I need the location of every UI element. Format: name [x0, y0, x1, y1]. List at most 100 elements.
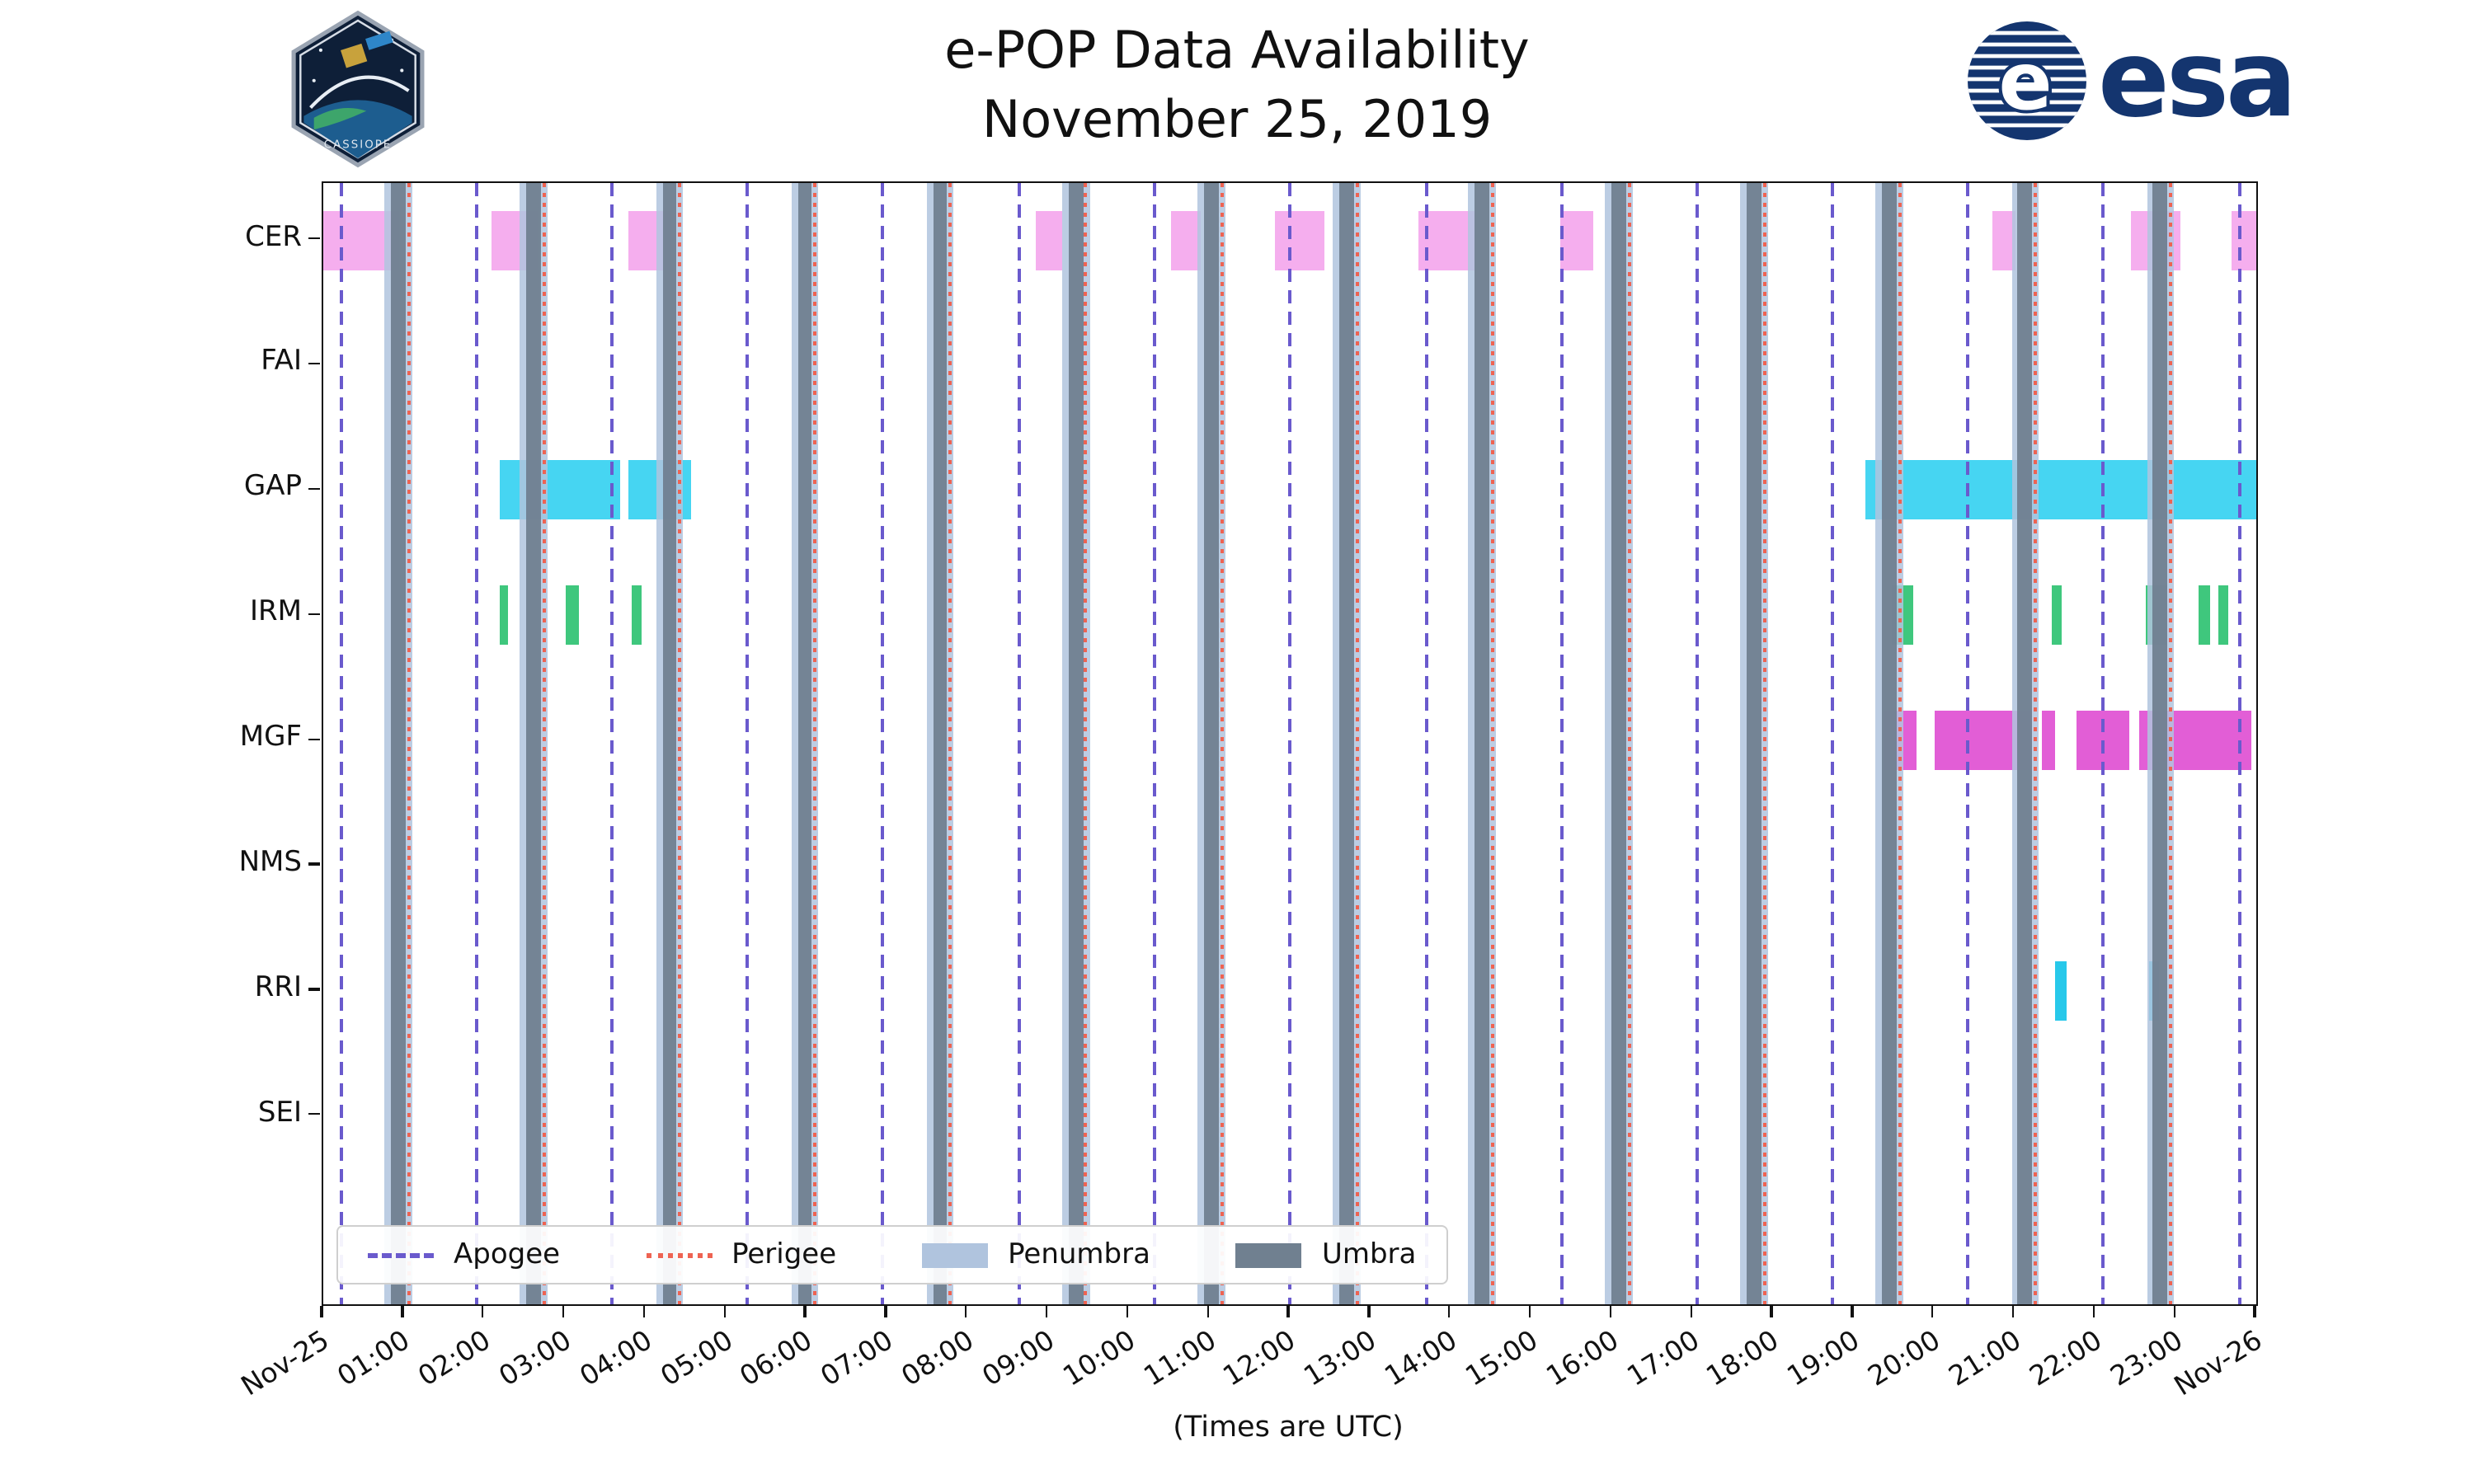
x-tick — [1206, 1305, 1209, 1317]
availability-bar-gap — [1865, 460, 2256, 520]
x-tick — [965, 1305, 967, 1317]
x-tick — [723, 1305, 726, 1317]
y-tick — [308, 1113, 320, 1115]
availability-bar-cer — [1275, 210, 1324, 270]
x-tick — [1448, 1305, 1451, 1317]
row-label-nms: NMS — [238, 846, 302, 879]
x-tick — [642, 1305, 646, 1317]
perigee-line — [813, 183, 817, 1304]
cassiope-patch-text: CASSIOPE — [324, 139, 393, 152]
perigee-line — [1898, 183, 1902, 1304]
cassiope-mission-patch: CASSIOPE — [290, 8, 426, 170]
x-tick — [1609, 1305, 1612, 1317]
perigee-line — [1356, 183, 1360, 1304]
esa-globe-icon: e — [1968, 21, 2086, 140]
availability-bar-gap — [499, 460, 620, 520]
x-tick-label: 07:00 — [816, 1324, 899, 1392]
x-tick-label: 10:00 — [1057, 1324, 1141, 1392]
perigee-line — [2169, 183, 2173, 1304]
perigee-line — [407, 183, 411, 1304]
y-tick — [308, 862, 320, 866]
availability-bar-cer — [1560, 210, 1593, 270]
umbra-band — [2017, 183, 2033, 1304]
perigee-line — [1084, 183, 1088, 1304]
x-tick — [562, 1305, 565, 1317]
x-tick-label: 16:00 — [1540, 1324, 1624, 1392]
availability-bar-mgf — [2042, 711, 2055, 771]
availability-bar-cer — [1418, 210, 1475, 270]
x-tick-label: 11:00 — [1137, 1324, 1221, 1392]
plot-area: Apogee Perigee Penumbra Umbra — [322, 181, 2258, 1306]
perigee-line — [1220, 183, 1224, 1304]
orbit-swoosh-icon — [309, 75, 410, 109]
x-tick-label: 06:00 — [735, 1324, 819, 1392]
x-tick-label: 19:00 — [1782, 1324, 1865, 1392]
y-tick — [308, 487, 320, 490]
x-axis-label: (Times are UTC) — [1173, 1411, 1404, 1444]
chart-subtitle: November 25, 2019 — [981, 91, 1493, 150]
x-tick-label: Nov-25 — [236, 1324, 336, 1402]
penumbra-swatch-icon — [922, 1242, 989, 1267]
y-tick — [308, 237, 320, 240]
apogee-line — [2237, 183, 2241, 1304]
perigee-line — [1762, 183, 1766, 1304]
apogee-line — [1966, 183, 1970, 1304]
umbra-band — [1069, 183, 1084, 1304]
apogee-line — [1695, 183, 1699, 1304]
legend-item-perigee: Perigee — [646, 1238, 836, 1271]
availability-bar-cer — [2232, 210, 2256, 270]
x-tick — [884, 1305, 887, 1317]
umbra-swatch-icon — [1235, 1242, 1302, 1267]
apogee-line — [881, 183, 885, 1304]
apogee-line — [1424, 183, 1428, 1304]
availability-bar-cer — [1171, 210, 1202, 270]
satellite-icon — [340, 31, 393, 68]
apogee-line — [339, 183, 343, 1304]
x-tick-label: 09:00 — [976, 1324, 1061, 1392]
apogee-line — [474, 183, 478, 1304]
umbra-band — [933, 183, 948, 1304]
availability-bar-irm — [2051, 585, 2062, 646]
x-tick — [2092, 1305, 2095, 1317]
umbra-band — [1746, 183, 1761, 1304]
esa-wordmark: esa — [2098, 20, 2297, 142]
x-tick — [2011, 1305, 2015, 1317]
perigee-line — [1627, 183, 1631, 1304]
apogee-line — [1017, 183, 1021, 1304]
x-tick — [1690, 1305, 1692, 1317]
umbra-band — [391, 183, 406, 1304]
apogee-line — [610, 183, 614, 1304]
row-label-fai: FAI — [261, 345, 302, 378]
apogee-line — [2101, 183, 2105, 1304]
legend-item-umbra: Umbra — [1235, 1238, 1417, 1271]
legend-label: Apogee — [454, 1238, 561, 1271]
umbra-band — [1611, 183, 1626, 1304]
legend-label: Penumbra — [1008, 1238, 1150, 1271]
x-tick-label: 20:00 — [1862, 1324, 1946, 1392]
x-tick — [1770, 1305, 1773, 1317]
x-tick — [2253, 1305, 2256, 1317]
legend-label: Umbra — [1321, 1238, 1417, 1271]
umbra-band — [797, 183, 812, 1304]
x-tick — [320, 1305, 323, 1317]
umbra-band — [1475, 183, 1490, 1304]
x-tick — [1931, 1305, 1934, 1317]
row-label-rri: RRI — [254, 970, 302, 1004]
esa-globe-letter: e — [1998, 35, 2052, 128]
availability-bar-rri — [2054, 960, 2067, 1021]
umbra-band — [2152, 183, 2168, 1304]
chart-title: e-POP Data Availability — [944, 21, 1530, 81]
x-tick-label: 05:00 — [654, 1324, 738, 1392]
availability-bar-irm — [566, 585, 580, 646]
x-tick-label: 04:00 — [574, 1324, 657, 1392]
x-tick-label: 02:00 — [412, 1324, 496, 1392]
availability-bar-irm — [499, 585, 508, 646]
x-tick-label: 18:00 — [1701, 1324, 1785, 1392]
x-tick-label: 03:00 — [493, 1324, 577, 1392]
umbra-band — [1881, 183, 1897, 1304]
x-tick-label: 01:00 — [332, 1324, 416, 1392]
cassiope-patch-graphic: CASSIOPE — [291, 10, 425, 168]
legend-item-apogee: Apogee — [368, 1238, 560, 1271]
row-label-irm: IRM — [250, 595, 302, 629]
